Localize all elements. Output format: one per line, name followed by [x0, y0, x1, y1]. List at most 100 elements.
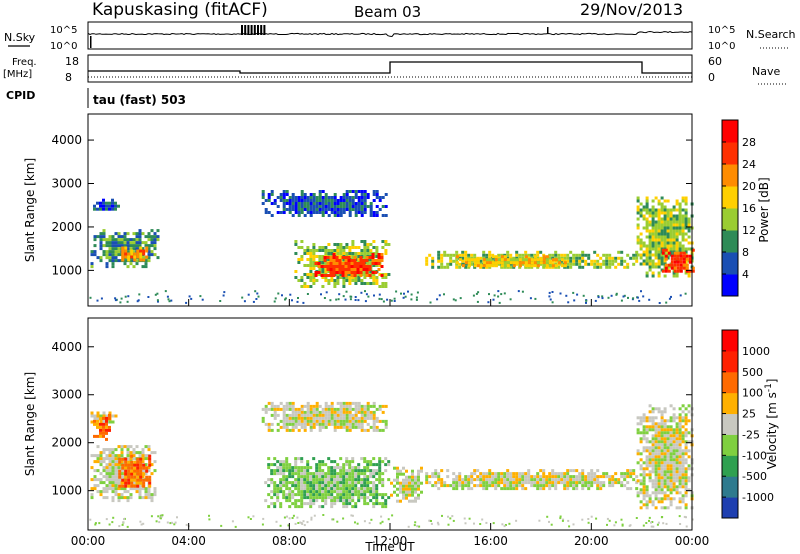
velocity-echo-cell: [333, 502, 337, 506]
power-echo-cell: [509, 253, 513, 257]
power-echo-cell: [678, 211, 682, 215]
velocity-echo-cell: [120, 496, 124, 500]
velocity-echo-cell: [318, 481, 322, 485]
power-echo-cell: [651, 247, 655, 251]
power-echo-cell: [642, 226, 646, 230]
power-echo-cell: [270, 193, 274, 196]
freq-tick-bottom: 8: [65, 71, 72, 84]
velocity-echo-cell: [642, 491, 646, 495]
power-echo-cell: [312, 276, 316, 279]
velocity-echo-cell: [118, 475, 122, 479]
velocity-echo-cell: [357, 463, 361, 467]
power-echo-cell: [375, 214, 379, 217]
power-echo-cell: [99, 241, 103, 245]
velocity-echo-cell: [303, 475, 307, 479]
power-scatter-point: [199, 295, 202, 298]
beam-label: Beam 03: [354, 3, 421, 21]
velocity-echo-cell: [660, 491, 664, 495]
velocity-echo-cell: [381, 460, 385, 464]
velocity-scatter-point: [174, 521, 177, 524]
velocity-echo-cell: [602, 484, 606, 488]
power-echo-cell: [279, 199, 283, 202]
velocity-echo-cell: [417, 475, 420, 479]
velocity-echo-cell: [354, 472, 358, 476]
power-echo-cell: [279, 211, 283, 214]
power-echo-cell: [455, 265, 459, 269]
power-echo-cell: [369, 202, 373, 205]
velocity-echo-cell: [105, 431, 108, 435]
velocity-echo-cell: [660, 485, 664, 489]
power-echo-cell: [347, 259, 351, 262]
velocity-echo-cell: [458, 478, 462, 482]
power-scatter-point: [277, 292, 280, 295]
velocity-echo-cell: [684, 443, 688, 447]
power-echo-cell: [654, 214, 658, 218]
power-echo-cell: [303, 282, 307, 285]
power-scatter-point: [488, 293, 490, 296]
velocity-echo-cell: [687, 419, 691, 423]
power-echo-cell: [488, 258, 492, 262]
velocity-scatter-point: [155, 520, 158, 523]
velocity-echo-cell: [557, 472, 561, 476]
velocity-echo-cell: [108, 475, 112, 479]
velocity-echo-cell: [660, 497, 664, 501]
power-echo-cell: [350, 274, 354, 277]
velocity-echo-cell: [102, 490, 106, 494]
velocity-echo-cell: [411, 469, 414, 473]
power-echo-cell: [147, 259, 151, 263]
power-scatter-point: [338, 293, 341, 296]
power-echo-cell: [114, 204, 117, 208]
velocity-echo-cell: [434, 469, 438, 473]
power-echo-cell: [306, 208, 310, 211]
velocity-echo-cell: [542, 475, 546, 479]
velocity-echo-cell: [381, 404, 385, 408]
power-echo-cell: [314, 274, 318, 277]
velocity-colorbar-swatch: [722, 434, 738, 456]
velocity-echo-cell: [90, 411, 94, 415]
power-scatter-point: [582, 294, 585, 297]
velocity-echo-cell: [147, 448, 151, 452]
power-echo-cell: [380, 259, 384, 262]
velocity-echo-cell: [428, 475, 432, 479]
power-scatter-point: [127, 295, 130, 298]
power-echo-cell: [554, 258, 558, 262]
power-echo-cell: [551, 264, 555, 268]
velocity-echo-cell: [291, 469, 295, 473]
power-scatter-point: [400, 292, 402, 295]
velocity-echo-cell: [396, 493, 399, 497]
power-echo-cell: [363, 190, 367, 193]
velocity-scatter-point: [139, 520, 142, 523]
power-echo-cell: [461, 256, 465, 260]
velocity-echo-cell: [675, 449, 679, 453]
velocity-scatter-point: [150, 515, 153, 518]
power-echo-cell: [654, 250, 658, 254]
power-echo-cell: [309, 273, 313, 276]
power-echo-cell: [512, 258, 516, 262]
velocity-scatter-point: [94, 522, 97, 525]
power-scatter-point: [342, 295, 345, 298]
velocity-echo-cell: [369, 413, 373, 417]
station-title: Kapuskasing (fitACF): [92, 0, 268, 20]
power-echo-cell: [123, 232, 127, 236]
velocity-echo-cell: [303, 469, 307, 473]
power-echo-cell: [329, 262, 333, 265]
power-echo-cell: [288, 199, 292, 202]
velocity-scatter-point: [275, 520, 278, 523]
velocity-echo-cell: [642, 428, 646, 432]
power-echo-cell: [142, 249, 146, 253]
power-echo-cell: [572, 253, 576, 257]
velocity-echo-cell: [300, 493, 304, 497]
velocity-echo-cell: [414, 487, 417, 491]
velocity-echo-cell: [455, 481, 459, 485]
power-echo-cell: [497, 258, 501, 262]
velocity-echo-cell: [312, 502, 316, 506]
velocity-echo-cell: [102, 487, 106, 491]
velocity-echo-cell: [657, 428, 661, 432]
power-echo-cell: [431, 262, 435, 266]
power-echo-cell: [684, 259, 688, 263]
power-echo-cell: [473, 265, 477, 269]
power-echo-cell: [150, 235, 154, 239]
velocity-echo-cell: [494, 487, 498, 491]
velocity-echo-cell: [378, 472, 382, 476]
